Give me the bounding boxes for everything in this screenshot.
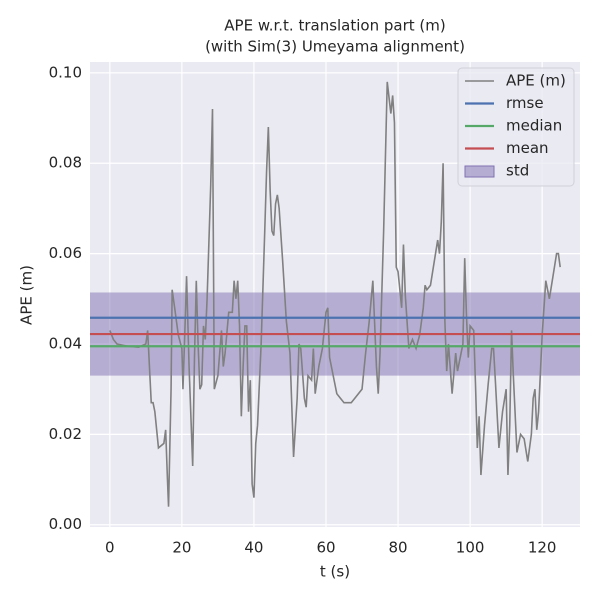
chart-title: APE w.r.t. translation part (m)	[224, 17, 445, 35]
x-tick-label: 60	[316, 539, 335, 557]
y-tick-label: 0.10	[49, 63, 82, 81]
legend-label: mean	[506, 139, 549, 157]
y-tick-label: 0.00	[49, 515, 82, 533]
x-tick-label: 100	[456, 539, 485, 557]
legend-swatch	[464, 165, 495, 178]
y-tick-label: 0.02	[49, 425, 82, 443]
x-tick-label: 120	[528, 539, 557, 557]
x-tick-label: 40	[244, 539, 263, 557]
legend-label: std	[506, 162, 529, 180]
x-tick-label: 0	[105, 539, 115, 557]
y-tick-label: 0.04	[49, 334, 82, 352]
legend-label: APE (m)	[506, 72, 566, 90]
chart-subtitle: (with Sim(3) Umeyama alignment)	[205, 38, 465, 56]
y-axis-label: APE (m)	[18, 265, 36, 325]
y-tick-label: 0.06	[49, 244, 82, 262]
legend-label: rmse	[506, 94, 544, 112]
plot-layer	[90, 62, 580, 527]
ape-line	[109, 81, 561, 507]
y-tick-label: 0.08	[49, 154, 82, 172]
legend-box	[457, 67, 575, 187]
x-tick-label: 80	[389, 539, 408, 557]
x-tick-label: 20	[172, 539, 191, 557]
x-axis-label: t (s)	[320, 563, 350, 581]
legend-label: median	[506, 117, 562, 135]
